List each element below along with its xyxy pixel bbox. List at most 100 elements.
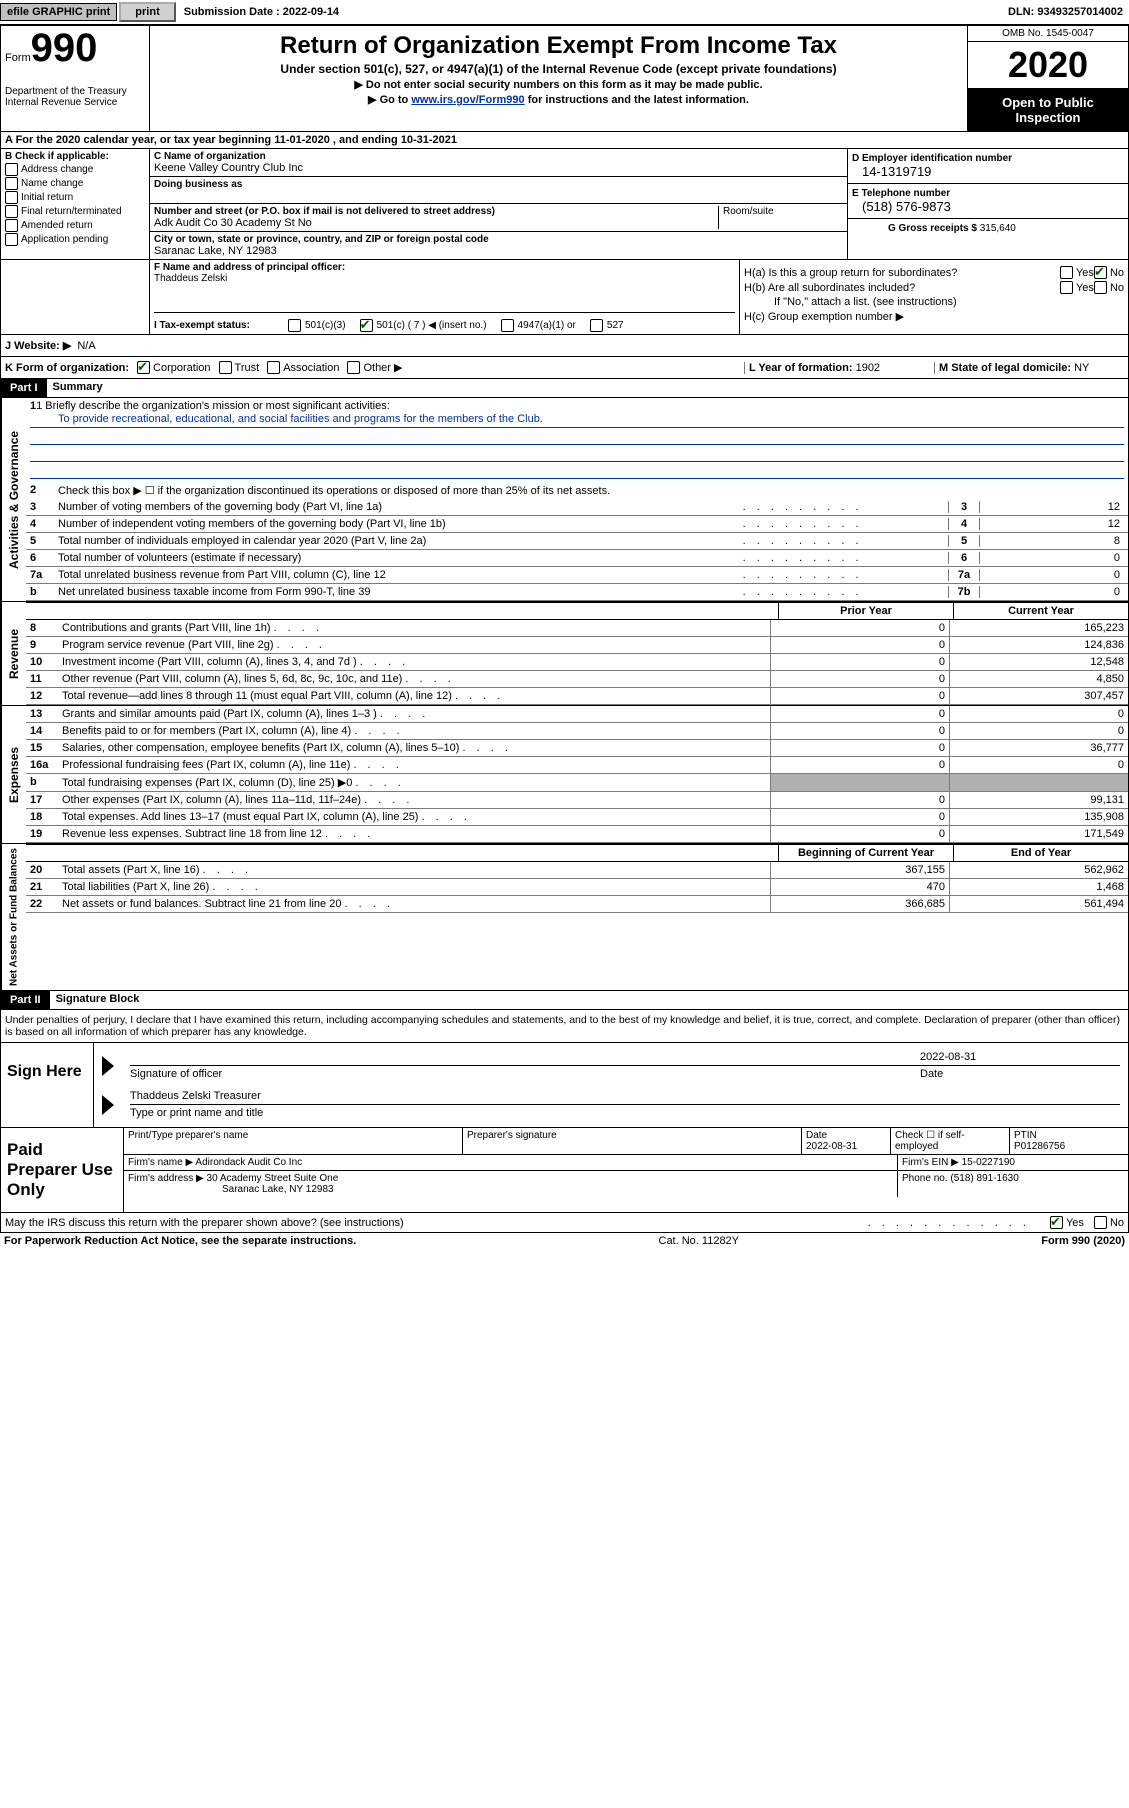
tax-exempt-label: I Tax-exempt status:: [154, 320, 274, 331]
summary-row: 6Total number of volunteers (estimate if…: [26, 550, 1128, 567]
chk-final-return[interactable]: [5, 205, 18, 218]
row-num: 10: [26, 654, 62, 670]
row-num: 4: [30, 518, 58, 530]
print-button[interactable]: print: [119, 2, 175, 22]
chk-corporation[interactable]: [137, 361, 150, 374]
chk-name-change[interactable]: [5, 177, 18, 190]
current-value: 562,962: [949, 862, 1128, 878]
data-row: 13Grants and similar amounts paid (Part …: [26, 706, 1128, 723]
row-value: 12: [980, 518, 1124, 530]
year-formation-label: L Year of formation:: [749, 362, 853, 374]
row-col-num: 6: [948, 552, 980, 564]
prior-value: 470: [770, 879, 949, 895]
city-label: City or town, state or province, country…: [154, 234, 843, 245]
part1-header: Part I Summary: [0, 379, 1129, 398]
data-row: 10Investment income (Part VIII, column (…: [26, 654, 1128, 671]
chk-501c[interactable]: [360, 319, 373, 332]
chk-application-pending[interactable]: [5, 233, 18, 246]
row-col-num: 7b: [948, 586, 980, 598]
q1-label: 1 Briefly describe the organization's mi…: [36, 400, 390, 412]
firm-name: Adirondack Audit Co Inc: [195, 1157, 302, 1168]
goto-line: ▶ Go to www.irs.gov/Form990 for instruct…: [154, 93, 963, 106]
firm-addr2: Saranac Lake, NY 12983: [128, 1184, 893, 1195]
summary-netassets: Net Assets or Fund Balances Beginning of…: [0, 844, 1129, 991]
summary-row: 5Total number of individuals employed in…: [26, 533, 1128, 550]
chk-527[interactable]: [590, 319, 603, 332]
row-text: Investment income (Part VIII, column (A)…: [62, 654, 770, 670]
year-formation: 1902: [856, 362, 880, 374]
perjury-text: Under penalties of perjury, I declare th…: [0, 1010, 1129, 1043]
ein: 14-1319719: [852, 164, 1124, 179]
addr: Adk Audit Co 30 Academy St No: [154, 217, 718, 229]
summary-revenue: Revenue Prior Year Current Year 8Contrib…: [0, 602, 1129, 706]
box-h: H(a) Is this a group return for subordin…: [739, 260, 1128, 334]
hb-text: H(b) Are all subordinates included?: [744, 282, 1060, 294]
chk-501c3[interactable]: [288, 319, 301, 332]
prep-sig-label: Preparer's signature: [463, 1128, 802, 1154]
summary-row: bNet unrelated business taxable income f…: [26, 584, 1128, 601]
hb-note: If "No," attach a list. (see instruction…: [744, 296, 1124, 308]
row-text: Benefits paid to or for members (Part IX…: [62, 723, 770, 739]
row-num: 17: [26, 792, 62, 808]
current-value: 0: [949, 757, 1128, 773]
row-value: 8: [980, 535, 1124, 547]
row-value: 0: [980, 586, 1124, 598]
prep-date-label: Date: [806, 1130, 886, 1141]
chk-other[interactable]: [347, 361, 360, 374]
org-name-label: C Name of organization: [154, 151, 843, 162]
box-klm: K Form of organization: Corporation Trus…: [0, 357, 1129, 379]
discuss-text: May the IRS discuss this return with the…: [5, 1217, 848, 1229]
row-text: Total assets (Part X, line 16) . . . .: [62, 862, 770, 878]
prior-value: 0: [770, 706, 949, 722]
room-suite-label: Room/suite: [718, 206, 843, 229]
chk-amended-return[interactable]: [5, 219, 18, 232]
data-row: 22Net assets or fund balances. Subtract …: [26, 896, 1128, 913]
chk-address-change[interactable]: [5, 163, 18, 176]
row-text: Number of voting members of the governin…: [58, 501, 743, 513]
data-row: 12Total revenue—add lines 8 through 11 (…: [26, 688, 1128, 705]
box-f: F Name and address of principal officer:…: [150, 260, 739, 334]
hb-yes[interactable]: [1060, 281, 1073, 294]
signer-name-caption: Type or print name and title: [130, 1107, 1120, 1119]
irs-link[interactable]: www.irs.gov/Form990: [411, 94, 524, 106]
prior-value: 366,685: [770, 896, 949, 912]
prior-value: 0: [770, 723, 949, 739]
prior-value: [770, 774, 949, 791]
row-num: b: [26, 774, 62, 791]
row-text: Net assets or fund balances. Subtract li…: [62, 896, 770, 912]
data-row: 18Total expenses. Add lines 13–17 (must …: [26, 809, 1128, 826]
sign-arrow-icon-2: [102, 1095, 114, 1115]
chk-trust[interactable]: [219, 361, 232, 374]
firm-name-label: Firm's name ▶: [128, 1157, 193, 1168]
chk-initial-return[interactable]: [5, 191, 18, 204]
row-col-num: 5: [948, 535, 980, 547]
firm-ein-label: Firm's EIN ▶: [902, 1157, 959, 1168]
current-value: 561,494: [949, 896, 1128, 912]
data-row: 17Other expenses (Part IX, column (A), l…: [26, 792, 1128, 809]
row-num: 7a: [30, 569, 58, 581]
ha-text: H(a) Is this a group return for subordin…: [744, 267, 1060, 279]
chk-4947a1[interactable]: [501, 319, 514, 332]
form-ref: Form 990 (2020): [1041, 1235, 1125, 1247]
prep-date-val: 2022-08-31: [806, 1141, 886, 1152]
row-num: 3: [30, 501, 58, 513]
header-right: OMB No. 1545-0047 2020 Open to Public In…: [967, 26, 1128, 131]
city: Saranac Lake, NY 12983: [154, 245, 843, 257]
vlabel-ag: Activities & Governance: [1, 398, 26, 601]
firm-ein: 15-0227190: [962, 1157, 1015, 1168]
discuss-yes[interactable]: [1050, 1216, 1063, 1229]
line-a: A For the 2020 calendar year, or tax yea…: [0, 132, 1129, 149]
hb-no[interactable]: [1094, 281, 1107, 294]
row-text: Total revenue—add lines 8 through 11 (mu…: [62, 688, 770, 704]
discuss-no[interactable]: [1094, 1216, 1107, 1229]
firm-addr1: 30 Academy Street Suite One: [207, 1173, 339, 1184]
ha-yes[interactable]: [1060, 266, 1073, 279]
footer: For Paperwork Reduction Act Notice, see …: [0, 1233, 1129, 1249]
current-value: 124,836: [949, 637, 1128, 653]
form-org-label: K Form of organization:: [5, 362, 129, 374]
ha-no[interactable]: [1094, 266, 1107, 279]
cat-no: Cat. No. 11282Y: [356, 1235, 1041, 1247]
col-prior: Prior Year: [778, 603, 953, 619]
chk-association[interactable]: [267, 361, 280, 374]
addr-label: Number and street (or P.O. box if mail i…: [154, 206, 718, 217]
